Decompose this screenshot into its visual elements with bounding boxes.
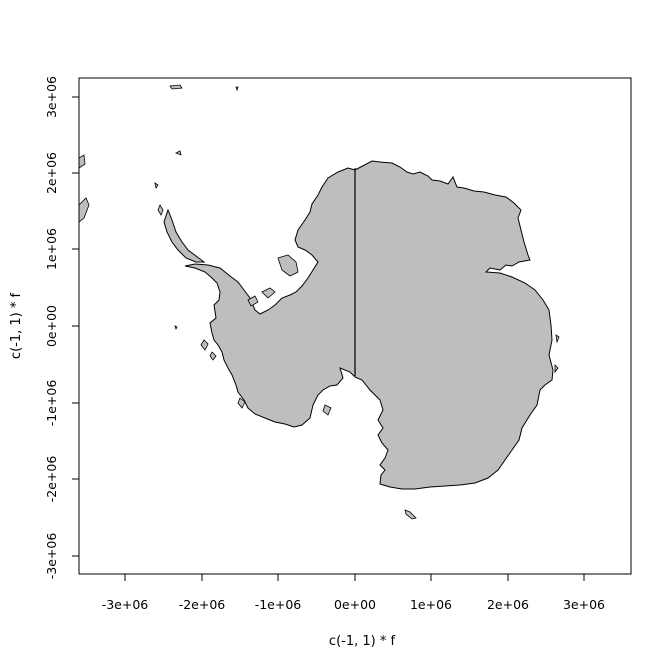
island-shape: [174, 325, 178, 331]
y-axis-title: c(-1, 1) * f: [9, 293, 24, 360]
x-tick-label: 1e+06: [410, 597, 452, 612]
island-shape: [555, 334, 560, 344]
y-tick-label: 3e+06: [44, 76, 59, 118]
island-shape: [261, 287, 276, 299]
island-shape: [554, 364, 559, 374]
island-shape: [247, 295, 259, 307]
x-axis-title: c(-1, 1) * f: [329, 634, 396, 649]
island-shape: [200, 339, 209, 351]
peninsula-arc: [163, 208, 206, 263]
island-shape: [404, 509, 417, 520]
island-shape: [237, 397, 246, 409]
x-tick-label: 2e+06: [487, 597, 529, 612]
x-tick-label: -3e+06: [102, 597, 149, 612]
island-shape: [78, 154, 86, 169]
peninsula-islands: [157, 204, 164, 216]
island-shape: [209, 351, 217, 361]
island-shape: [235, 86, 239, 92]
x-tick-label: -2e+06: [179, 597, 226, 612]
y-tick-label: -3e+06: [44, 533, 59, 580]
x-axis: -3e+06 -2e+06 -1e+06 0e+00 1e+06 2e+06 3e+06: [102, 573, 605, 612]
x-tick-label: -1e+06: [255, 597, 302, 612]
x-tick-label: 0e+00: [334, 597, 376, 612]
berkner-island: [277, 254, 299, 277]
antarctica-map: [78, 84, 560, 520]
y-tick-label: 0e+00: [44, 305, 59, 347]
island-shape: [154, 182, 159, 190]
y-axis: -3e+06 -2e+06 -1e+06 0e+00 1e+06 2e+06 3e+06: [44, 76, 80, 580]
island-shape: [175, 150, 182, 156]
y-tick-label: 2e+06: [44, 152, 59, 194]
y-tick-label: 1e+06: [44, 228, 59, 270]
y-tick-label: -1e+06: [44, 380, 59, 427]
x-tick-label: 3e+06: [563, 597, 605, 612]
island-shape: [169, 84, 183, 90]
island-shape: [78, 197, 90, 223]
y-tick-label: -2e+06: [44, 456, 59, 503]
island-shape: [322, 404, 332, 416]
continent-outline: [184, 160, 554, 490]
